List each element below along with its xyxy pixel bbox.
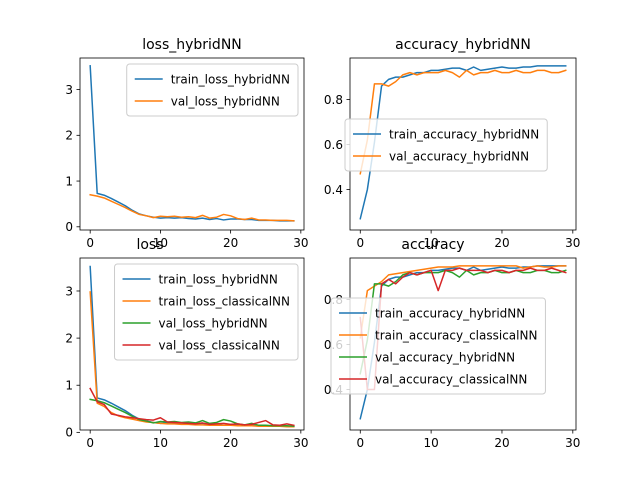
y-tick-label: 0 [65,426,73,440]
legend-label-train_accuracy_hybridNN: train_accuracy_hybridNN [389,127,539,141]
y-tick-label: 2 [65,129,73,143]
y-tick-label: 0.4 [324,183,343,197]
series-line-val_accuracy_hybridNN [359,69,567,175]
subplot-2: 0 10 20 30 0.4 0.6 0.8 [324,57,580,250]
chart-title: loss [136,237,163,253]
x-tick-label: 10 [153,436,168,450]
legend-label-train_loss_hybridNN: train_loss_hybridNN [159,272,278,286]
legend-box [344,118,548,172]
legend-label-train_accuracy_hybridNN: train_accuracy_hybridNN [375,306,525,320]
axes-frame [79,257,305,431]
series-line-val_loss_hybridNN [89,398,295,428]
legend-label-train_loss_classicalNN: train_loss_classicalNN [159,294,290,308]
legend-label-val_loss_hybridNN: val_loss_hybridNN [171,94,280,108]
subplot-3: 0 10 20 30 0 1 2 3 [65,257,308,450]
x-tick-label: 0 [86,436,94,450]
legend-label-val_accuracy_classicalNN: val_accuracy_classicalNN [375,372,527,386]
series-line-train_accuracy_hybridNN [359,65,567,220]
x-tick-label: 30 [565,236,580,250]
chart-title: accuracy_hybridNN [395,37,531,53]
legend-label-train_accuracy_classicalNN: train_accuracy_classicalNN [375,328,537,342]
legend: train_accuracy_hybridNN train_accuracy_cl… [330,297,546,395]
legend: train_loss_hybridNN val_loss_hybridNN [126,63,299,117]
legend-label-val_accuracy_hybridNN: val_accuracy_hybridNN [389,149,529,163]
series-line-val_loss_hybridNN [89,193,295,222]
chart-title: loss_hybridNN [142,37,242,53]
series-line-train_loss_classicalNN [89,291,295,428]
x-tick-label: 10 [423,236,438,250]
series-line-train_accuracy_classicalNN [359,265,567,339]
legend-label-val_loss_classicalNN: val_loss_classicalNN [159,338,280,352]
legend-box [330,297,546,395]
x-tick-label: 10 [423,436,438,450]
chart-title: accuracy [401,237,464,253]
x-tick-label: 30 [293,236,308,250]
x-tick-label: 30 [565,436,580,450]
legend: train_accuracy_hybridNN val_accuracy_hybr… [344,118,548,172]
legend-box [114,263,299,361]
y-tick-label: 3 [65,284,73,298]
subplot-1: 0 10 20 30 0 1 2 3 [65,57,308,250]
legend-label-val_loss_hybridNN: val_loss_hybridNN [159,316,268,330]
x-tick-label: 0 [86,236,94,250]
y-tick-label: 0.8 [324,93,343,107]
y-tick-label: 0 [65,220,73,234]
x-tick-label: 20 [223,236,238,250]
series-line-val_accuracy_classicalNN [359,267,567,391]
x-tick-label: 20 [494,436,509,450]
y-tick-label: 1 [65,379,73,393]
legend: train_loss_hybridNN train_loss_classicalN… [114,263,299,361]
legend-label-val_accuracy_hybridNN: val_accuracy_hybridNN [375,350,515,364]
axes-frame [79,57,305,231]
x-tick-label: 0 [356,236,364,250]
x-tick-label: 20 [494,236,509,250]
y-tick-label: 1 [65,174,73,188]
series-line-val_loss_classicalNN [89,387,295,427]
y-tick-label: 0.6 [324,138,343,152]
y-tick-label: 2 [65,331,73,345]
x-tick-label: 30 [293,436,308,450]
legend-label-train_loss_hybridNN: train_loss_hybridNN [171,72,290,86]
x-tick-label: 0 [356,436,364,450]
x-tick-label: 20 [223,436,238,450]
x-tick-label: 10 [153,236,168,250]
legend-box [126,63,299,117]
y-tick-label: 3 [65,83,73,97]
